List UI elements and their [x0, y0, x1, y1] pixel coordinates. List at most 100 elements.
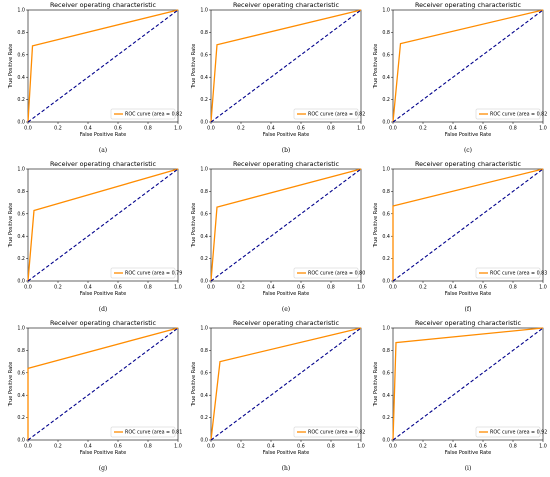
x-tick-label: 0.2 [237, 126, 245, 132]
y-tick-label: 0.4 [17, 75, 25, 81]
y-tick-label: 0.8 [200, 30, 208, 36]
x-tick-label: 0.4 [267, 444, 275, 450]
y-tick-label: 0.0 [382, 438, 390, 444]
x-axis-label: False Positive Rate [263, 132, 309, 138]
roc-curve-line [210, 9, 362, 123]
y-tick-label: 0.4 [200, 393, 208, 399]
x-tick-label: 0.8 [509, 444, 517, 450]
roc-chart-c: Receiver operating characteristic 0.0 0.2 0… [373, 1, 547, 138]
legend: ROC curve (area = 0.8333) [475, 267, 547, 279]
subfigure-caption: (d) [98, 306, 108, 313]
y-tick-label: 0.6 [17, 52, 25, 58]
y-tick-label: 0.0 [200, 120, 208, 126]
legend-label: ROC curve (area = 0.8283) [308, 112, 365, 118]
legend: ROC curve (area = 0.8215) [293, 426, 365, 438]
chart-title: Receiver operating characteristic [233, 319, 340, 327]
x-tick-label: 0.8 [327, 444, 335, 450]
subfigure-caption: (f) [464, 306, 472, 313]
y-tick-label: 0.4 [17, 234, 25, 240]
y-tick-label: 0.8 [382, 189, 390, 195]
x-tick-label: 0.6 [114, 285, 122, 291]
y-tick-label: 0.0 [17, 438, 25, 444]
y-tick-label: 0.6 [200, 370, 208, 376]
x-tick-label: 0.0 [389, 126, 397, 132]
y-tick-label: 0.8 [382, 348, 390, 354]
chance-diagonal-line [27, 327, 179, 441]
x-tick-label: 0.6 [114, 444, 122, 450]
x-tick-label: 0.6 [297, 444, 305, 450]
y-axis-label: True Positive Rate [8, 44, 14, 90]
x-tick-label: 1.0 [357, 444, 365, 450]
x-tick-label: 0.4 [267, 126, 275, 132]
y-tick-label: 0.6 [200, 211, 208, 217]
x-tick-label: 1.0 [174, 285, 182, 291]
x-tick-label: 0.4 [84, 285, 92, 291]
roc-chart-a: Receiver operating characteristic 0.0 0.2 0… [8, 1, 182, 138]
x-axis-label: False Positive Rate [80, 291, 126, 297]
x-tick-label: 0.8 [327, 126, 335, 132]
y-tick-label: 0.2 [200, 415, 208, 421]
x-tick-label: 1.0 [357, 126, 365, 132]
roc-curve-line [392, 9, 544, 123]
legend-label: ROC curve (area = 0.8333) [490, 271, 547, 277]
chart-title: Receiver operating characteristic [415, 319, 522, 327]
x-tick-label: 0.4 [449, 285, 457, 291]
x-tick-label: 0.8 [144, 444, 152, 450]
y-axis-label: True Positive Rate [8, 203, 14, 249]
x-tick-label: 0.2 [54, 444, 62, 450]
y-tick-label: 0.4 [382, 234, 390, 240]
x-axis-label: False Positive Rate [445, 132, 491, 138]
x-tick-label: 1.0 [539, 285, 547, 291]
x-axis-label: False Positive Rate [80, 132, 126, 138]
x-tick-label: 0.0 [24, 126, 32, 132]
axes-frame [27, 168, 179, 282]
y-tick-label: 0.6 [382, 211, 390, 217]
y-axis-label: True Positive Rate [373, 362, 379, 408]
roc-chart-h: Receiver operating characteristic 0.0 0.2 0… [191, 319, 365, 456]
x-tick-label: 0.8 [327, 285, 335, 291]
subfigure-caption: (a) [98, 147, 108, 154]
y-axis-label: True Positive Rate [373, 203, 379, 249]
y-axis-label: True Positive Rate [191, 44, 197, 90]
x-tick-label: 0.0 [207, 126, 215, 132]
x-tick-label: 0.8 [509, 126, 517, 132]
x-tick-label: 0.6 [297, 126, 305, 132]
axes-frame [210, 327, 362, 441]
x-axis-label: False Positive Rate [445, 291, 491, 297]
chance-diagonal-line [392, 168, 544, 282]
legend: ROC curve (area = 0.8194) [110, 426, 182, 438]
legend-label: ROC curve (area = 0.8068) [308, 271, 365, 277]
legend-box [475, 426, 541, 438]
x-tick-label: 0.0 [24, 444, 32, 450]
roc-curve-line [27, 327, 179, 440]
subfigure-caption: (b) [281, 147, 291, 154]
chart-title: Receiver operating characteristic [233, 160, 340, 168]
x-tick-label: 0.2 [419, 444, 427, 450]
y-tick-label: 0.0 [382, 279, 390, 285]
x-tick-label: 0.0 [389, 285, 397, 291]
roc-curve-line [392, 327, 544, 441]
roc-chart-i: Receiver operating characteristic 0.0 0.2 0… [373, 319, 547, 456]
y-tick-label: 0.4 [382, 393, 390, 399]
y-tick-label: 0.0 [382, 120, 390, 126]
legend: ROC curve (area = 0.9223) [475, 426, 547, 438]
x-tick-label: 1.0 [357, 285, 365, 291]
roc-curve-line [210, 327, 362, 441]
x-tick-label: 0.2 [419, 285, 427, 291]
legend-box [293, 426, 359, 438]
x-tick-label: 0.0 [207, 444, 215, 450]
legend-label: ROC curve (area = 0.8270) [125, 112, 182, 118]
roc-chart-d: Receiver operating characteristic 0.0 0.2 0… [8, 160, 182, 297]
chance-diagonal-line [210, 327, 362, 441]
x-tick-label: 0.4 [84, 444, 92, 450]
x-tick-label: 0.4 [449, 126, 457, 132]
y-tick-label: 0.4 [17, 393, 25, 399]
legend-box [475, 267, 541, 279]
y-tick-label: 0.4 [200, 75, 208, 81]
y-axis-label: True Positive Rate [373, 44, 379, 90]
x-tick-label: 0.8 [509, 285, 517, 291]
x-tick-label: 0.8 [144, 126, 152, 132]
x-tick-label: 0.4 [84, 126, 92, 132]
y-tick-label: 1.0 [17, 167, 25, 173]
y-tick-label: 1.0 [200, 8, 208, 14]
